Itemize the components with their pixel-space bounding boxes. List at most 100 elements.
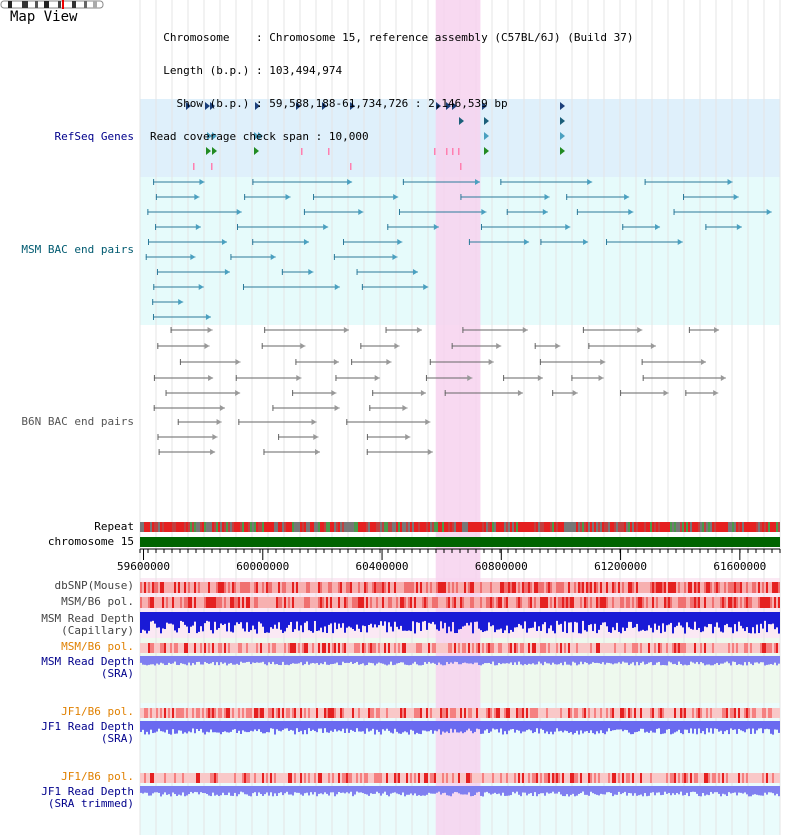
jf1-trimmed-depth-bar[interactable]	[216, 786, 218, 795]
jf1-sra-depth-bar[interactable]	[368, 721, 370, 732]
jf1-trimmed-depth-bar[interactable]	[430, 786, 432, 794]
jf1-b6-trimmed-polymorphism-cell[interactable]	[286, 773, 288, 783]
jf1-trimmed-depth-bar[interactable]	[332, 786, 334, 793]
dbsnp-density-cell[interactable]	[440, 582, 442, 593]
msm-capillary-depth-bar[interactable]	[710, 612, 712, 625]
msm-b6-sra-polymorphism-cell[interactable]	[370, 643, 372, 653]
msm-capillary-depth-bar[interactable]	[448, 612, 450, 627]
jf1-trimmed-depth-bar[interactable]	[750, 786, 752, 797]
jf1-trimmed-depth-bar[interactable]	[536, 786, 538, 797]
jf1-sra-depth-bar[interactable]	[370, 721, 372, 731]
msm-b6-sra-polymorphism-cell[interactable]	[290, 643, 292, 653]
jf1-sra-depth-bar[interactable]	[312, 721, 314, 730]
dbsnp-density-cell[interactable]	[358, 582, 360, 593]
msm-b6-polymorphism-cell[interactable]	[170, 597, 172, 608]
msm-b6-polymorphism-cell[interactable]	[174, 597, 176, 608]
repeat-element[interactable]	[720, 522, 722, 532]
msm-b6-polymorphism-cell[interactable]	[336, 597, 338, 608]
dbsnp-density-cell[interactable]	[538, 582, 540, 593]
msm-sra-depth-bar[interactable]	[402, 656, 404, 663]
jf1-b6-trimmed-polymorphism-cell[interactable]	[196, 773, 198, 783]
jf1-b6-polymorphism-cell[interactable]	[284, 708, 286, 718]
dbsnp-density-cell[interactable]	[294, 582, 296, 593]
msm-capillary-depth-bar[interactable]	[612, 612, 614, 628]
msm-capillary-depth-bar[interactable]	[148, 612, 150, 631]
dbsnp-density-cell[interactable]	[186, 582, 188, 593]
msm-sra-depth-bar[interactable]	[140, 656, 142, 663]
msm-capillary-depth-bar[interactable]	[458, 612, 460, 630]
refseq-transcript-mark[interactable]	[452, 148, 454, 155]
msm-b6-polymorphism-cell[interactable]	[222, 597, 224, 608]
jf1-b6-trimmed-polymorphism-cell[interactable]	[220, 773, 222, 783]
msm-b6-polymorphism-cell[interactable]	[568, 597, 570, 608]
msm-capillary-depth-bar[interactable]	[366, 612, 368, 633]
jf1-sra-depth-bar[interactable]	[612, 721, 614, 731]
msm-sra-depth-bar[interactable]	[206, 656, 208, 664]
dbsnp-density-cell[interactable]	[402, 582, 404, 593]
jf1-b6-trimmed-polymorphism-cell[interactable]	[336, 773, 338, 783]
msm-capillary-depth-bar[interactable]	[360, 612, 362, 633]
msm-b6-sra-polymorphism-cell[interactable]	[148, 643, 150, 653]
jf1-b6-trimmed-polymorphism-cell[interactable]	[772, 773, 774, 783]
msm-b6-sra-polymorphism-cell[interactable]	[224, 643, 226, 653]
repeat-element[interactable]	[570, 522, 572, 532]
msm-b6-polymorphism-cell[interactable]	[150, 597, 152, 608]
msm-capillary-depth-bar[interactable]	[482, 612, 484, 633]
jf1-trimmed-depth-bar[interactable]	[418, 786, 420, 796]
jf1-trimmed-depth-bar[interactable]	[742, 786, 744, 794]
msm-capillary-depth-bar[interactable]	[164, 612, 166, 630]
msm-sra-depth-bar[interactable]	[726, 656, 728, 662]
jf1-trimmed-depth-bar[interactable]	[758, 786, 760, 796]
jf1-b6-trimmed-polymorphism-cell[interactable]	[672, 773, 674, 783]
msm-capillary-depth-bar[interactable]	[610, 612, 612, 633]
jf1-sra-depth-bar[interactable]	[498, 721, 500, 733]
msm-sra-depth-bar[interactable]	[654, 656, 656, 665]
repeat-element[interactable]	[514, 522, 516, 532]
jf1-b6-polymorphism-cell[interactable]	[418, 708, 420, 718]
msm-b6-sra-polymorphism-cell[interactable]	[396, 643, 398, 653]
jf1-b6-trimmed-polymorphism-cell[interactable]	[654, 773, 656, 783]
jf1-b6-polymorphism-cell[interactable]	[712, 708, 714, 718]
jf1-b6-trimmed-polymorphism-cell[interactable]	[554, 773, 556, 783]
jf1-b6-polymorphism-cell[interactable]	[642, 708, 644, 718]
jf1-sra-depth-bar[interactable]	[360, 721, 362, 732]
msm-b6-polymorphism-cell[interactable]	[268, 597, 270, 608]
msm-b6-polymorphism-cell[interactable]	[620, 597, 622, 608]
msm-b6-polymorphism-cell[interactable]	[526, 597, 528, 608]
msm-capillary-depth-bar[interactable]	[244, 612, 246, 632]
jf1-sra-depth-bar[interactable]	[672, 721, 674, 734]
msm-capillary-depth-bar[interactable]	[202, 612, 204, 632]
msm-b6-sra-polymorphism-cell[interactable]	[740, 643, 742, 653]
msm-b6-sra-polymorphism-cell[interactable]	[734, 643, 736, 653]
refseq-gene-feature[interactable]	[484, 147, 489, 155]
jf1-b6-trimmed-polymorphism-cell[interactable]	[140, 773, 142, 783]
msm-b6-sra-polymorphism-cell[interactable]	[526, 643, 528, 653]
jf1-b6-polymorphism-cell[interactable]	[628, 708, 630, 718]
jf1-b6-trimmed-polymorphism-cell[interactable]	[636, 773, 638, 783]
msm-sra-depth-bar[interactable]	[266, 656, 268, 666]
dbsnp-density-cell[interactable]	[436, 582, 438, 593]
msm-b6-polymorphism-cell[interactable]	[332, 597, 334, 608]
jf1-b6-polymorphism-cell[interactable]	[172, 708, 174, 718]
dbsnp-density-cell[interactable]	[638, 582, 640, 593]
dbsnp-density-cell[interactable]	[260, 582, 262, 593]
msm-sra-depth-bar[interactable]	[622, 656, 624, 662]
jf1-b6-trimmed-polymorphism-cell[interactable]	[418, 773, 420, 783]
msm-capillary-depth-bar[interactable]	[548, 612, 550, 629]
msm-sra-depth-bar[interactable]	[410, 656, 412, 665]
msm-capillary-depth-bar[interactable]	[470, 612, 472, 623]
jf1-b6-trimmed-polymorphism-cell[interactable]	[762, 773, 764, 783]
msm-b6-sra-polymorphism-cell[interactable]	[576, 643, 578, 653]
jf1-trimmed-depth-bar[interactable]	[614, 786, 616, 795]
repeat-element[interactable]	[752, 522, 754, 532]
dbsnp-density-cell[interactable]	[224, 582, 226, 593]
msm-b6-sra-polymorphism-cell[interactable]	[682, 643, 684, 653]
repeat-element[interactable]	[670, 522, 672, 532]
msm-b6-sra-polymorphism-cell[interactable]	[516, 643, 518, 653]
jf1-b6-trimmed-polymorphism-cell[interactable]	[382, 773, 384, 783]
msm-b6-sra-polymorphism-cell[interactable]	[332, 643, 334, 653]
jf1-b6-polymorphism-cell[interactable]	[316, 708, 318, 718]
jf1-trimmed-depth-bar[interactable]	[370, 786, 372, 794]
jf1-b6-trimmed-polymorphism-cell[interactable]	[534, 773, 536, 783]
jf1-sra-depth-bar[interactable]	[518, 721, 520, 731]
